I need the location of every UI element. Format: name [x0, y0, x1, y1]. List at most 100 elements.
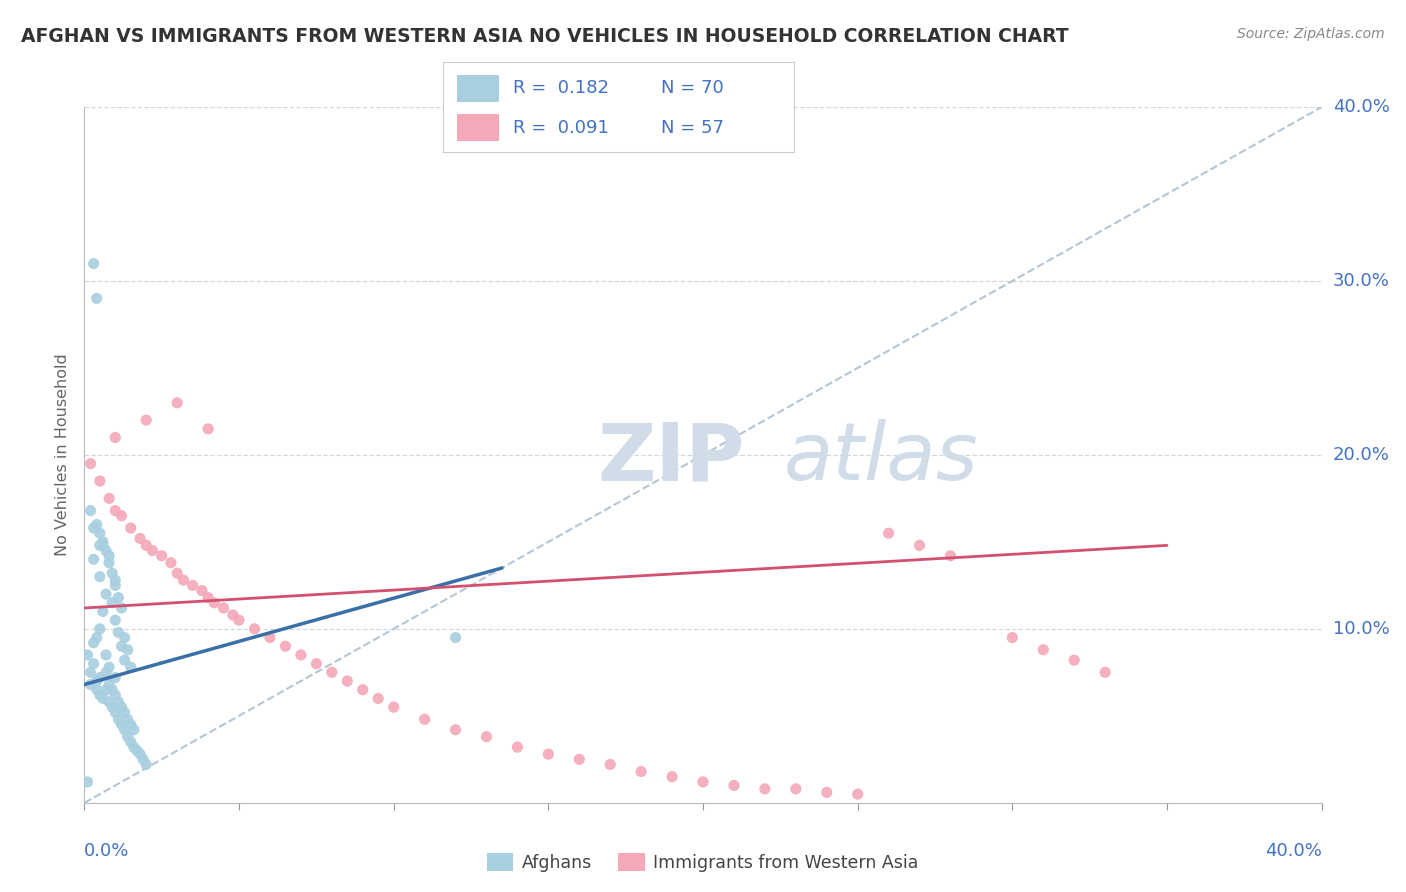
Point [785, 781, 807, 796]
Point [754, 781, 776, 796]
Point [83, 256, 105, 270]
Point [94, 648, 117, 662]
Point [202, 596, 225, 610]
Point [86, 291, 108, 305]
Point [120, 717, 142, 731]
Point [76, 648, 98, 662]
Text: ZIP: ZIP [598, 419, 745, 498]
Point [506, 740, 529, 755]
Point [197, 591, 219, 605]
Point [846, 787, 869, 801]
Point [129, 747, 152, 761]
Point [107, 712, 129, 726]
Point [91, 691, 114, 706]
Point [120, 660, 142, 674]
Text: 30.0%: 30.0% [1333, 272, 1389, 290]
Point [630, 764, 652, 779]
Point [125, 744, 148, 758]
Point [110, 601, 132, 615]
Point [98, 549, 121, 563]
Point [1032, 642, 1054, 657]
Point [101, 682, 124, 697]
Point [321, 665, 343, 680]
Point [135, 757, 157, 772]
Point [101, 700, 124, 714]
Point [104, 578, 127, 592]
Point [110, 700, 132, 714]
Point [475, 730, 498, 744]
Point [166, 396, 188, 410]
Point [76, 775, 98, 789]
Text: N = 57: N = 57 [661, 119, 724, 136]
Point [274, 639, 297, 653]
Point [104, 613, 127, 627]
Text: 40.0%: 40.0% [1265, 842, 1322, 860]
Point [197, 422, 219, 436]
Point [129, 532, 152, 546]
Point [83, 636, 105, 650]
Point [89, 538, 111, 552]
Point [101, 596, 124, 610]
FancyBboxPatch shape [457, 75, 499, 102]
Point [104, 671, 127, 685]
Point [104, 431, 127, 445]
Point [599, 757, 621, 772]
Point [107, 591, 129, 605]
Point [89, 474, 111, 488]
Point [98, 660, 121, 674]
Point [114, 706, 136, 720]
Point [908, 538, 931, 552]
Point [91, 605, 114, 619]
Text: 40.0%: 40.0% [1333, 98, 1389, 116]
Text: R =  0.091: R = 0.091 [513, 119, 609, 136]
FancyBboxPatch shape [457, 114, 499, 141]
Legend: Afghans, Immigrants from Western Asia: Afghans, Immigrants from Western Asia [481, 847, 925, 879]
Point [110, 639, 132, 653]
Point [382, 700, 405, 714]
Point [352, 682, 374, 697]
Text: atlas: atlas [783, 419, 979, 498]
Point [79, 503, 101, 517]
Point [107, 695, 129, 709]
Point [537, 747, 560, 761]
Point [94, 543, 117, 558]
Point [114, 631, 136, 645]
Point [114, 723, 136, 737]
Point [104, 688, 127, 702]
Point [191, 583, 214, 598]
Point [104, 706, 127, 720]
Point [79, 457, 101, 471]
Y-axis label: No Vehicles in Household: No Vehicles in Household [55, 353, 70, 557]
Point [877, 526, 900, 541]
Point [91, 538, 114, 552]
Point [413, 712, 436, 726]
Point [160, 556, 183, 570]
Point [110, 717, 132, 731]
Point [94, 665, 117, 680]
Point [444, 723, 467, 737]
Point [132, 752, 155, 766]
Point [122, 723, 145, 737]
Point [166, 566, 188, 581]
Point [181, 578, 204, 592]
Point [243, 622, 266, 636]
Point [86, 674, 108, 689]
Point [290, 648, 312, 662]
Point [122, 740, 145, 755]
Point [86, 631, 108, 645]
Point [117, 712, 139, 726]
Point [336, 674, 359, 689]
Point [89, 526, 111, 541]
Point [79, 677, 101, 691]
Point [117, 642, 139, 657]
Point [259, 631, 281, 645]
Point [141, 543, 163, 558]
Point [94, 682, 117, 697]
Point [89, 570, 111, 584]
Point [89, 622, 111, 636]
Point [815, 785, 838, 799]
Point [692, 448, 714, 462]
Point [1063, 653, 1085, 667]
Point [228, 613, 250, 627]
Point [120, 521, 142, 535]
